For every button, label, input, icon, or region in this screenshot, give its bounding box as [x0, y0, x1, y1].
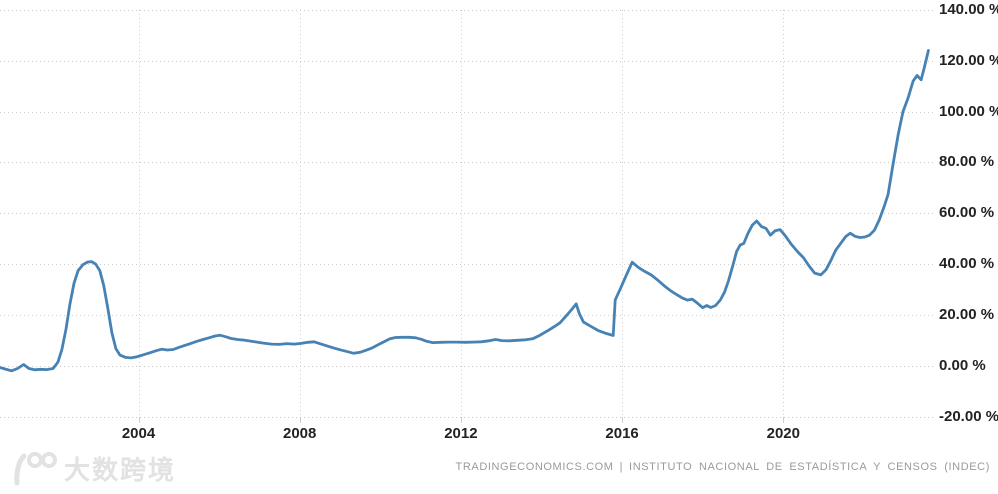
y-axis-tick-label: 100.00 % [939, 102, 998, 120]
series-line [0, 49, 930, 373]
y-axis-tick-label: 0.00 % [939, 357, 986, 374]
y-axis-tick-label: 20.00 % [939, 306, 995, 324]
series-line-path [0, 49, 930, 373]
x-axis-tick-label: 2020 [766, 425, 800, 442]
x-axis-tick-label: 2016 [605, 425, 639, 442]
x-axis-tick-label: 2004 [121, 425, 156, 442]
watermark-text: 大数跨境 [64, 455, 177, 485]
source-org-link[interactable]: INSTITUTO NACIONAL DE ESTADÍSTICA Y CENS… [629, 461, 990, 473]
x-axis-ticks [139, 416, 784, 423]
attribution-separator: | [619, 461, 624, 473]
y-axis-tick-label: 80.00 % [939, 153, 995, 171]
y-axis-tick-label: 120.00 % [939, 51, 998, 69]
y-axis-tick-label: 60.00 % [939, 204, 995, 222]
y-axis-tick-label: 40.00 % [939, 255, 995, 273]
tradingeconomics-link[interactable]: TRADINGECONOMICS.COM [455, 461, 614, 473]
y-axis-tick-label: -20.00 % [939, 407, 998, 425]
x-axis-tick-label: 2012 [444, 425, 478, 442]
y-axis-tick-label: 140.00 % [939, 0, 998, 18]
attribution-bar: TRADINGECONOMICS.COM | INSTITUTO NACIONAL … [456, 461, 990, 473]
x-axis-tick-label: 2008 [283, 425, 317, 442]
watermark: 大数跨境 [8, 451, 176, 489]
dashu-100-watermark-logo [14, 452, 57, 486]
